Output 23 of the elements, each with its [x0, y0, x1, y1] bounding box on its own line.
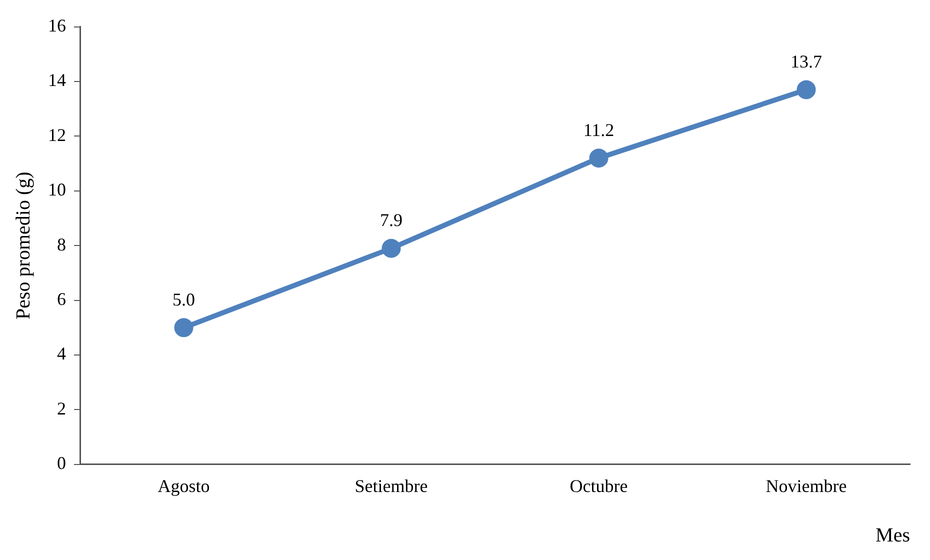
data-label: 7.9 — [380, 210, 402, 230]
y-axis-title: Peso promedio (g) — [12, 172, 34, 320]
y-tick-label: 16 — [48, 16, 66, 36]
y-tick-label: 12 — [48, 124, 66, 145]
y-tick-label: 10 — [48, 180, 66, 200]
x-tick-label: Agosto — [158, 476, 210, 496]
point — [589, 148, 608, 168]
point — [382, 238, 401, 258]
x-tick-label: Noviembre — [766, 476, 847, 496]
data-label: 13.7 — [790, 51, 822, 72]
x-tick-label: Setiembre — [354, 476, 428, 496]
point — [174, 318, 194, 338]
point — [796, 80, 816, 100]
y-tick-label: 2 — [57, 398, 66, 418]
y-tick-label: 8 — [57, 234, 66, 254]
y-tick-label: 6 — [57, 289, 66, 310]
data-label: 5.0 — [172, 289, 195, 310]
x-tick-label: Octubre — [570, 476, 628, 496]
y-tick-label: 4 — [57, 344, 66, 364]
data-label: 11.2 — [583, 120, 614, 140]
x-axis-title: Mes — [876, 524, 910, 546]
y-tick-label: 14 — [48, 70, 66, 90]
y-tick-label: 0 — [57, 453, 66, 474]
